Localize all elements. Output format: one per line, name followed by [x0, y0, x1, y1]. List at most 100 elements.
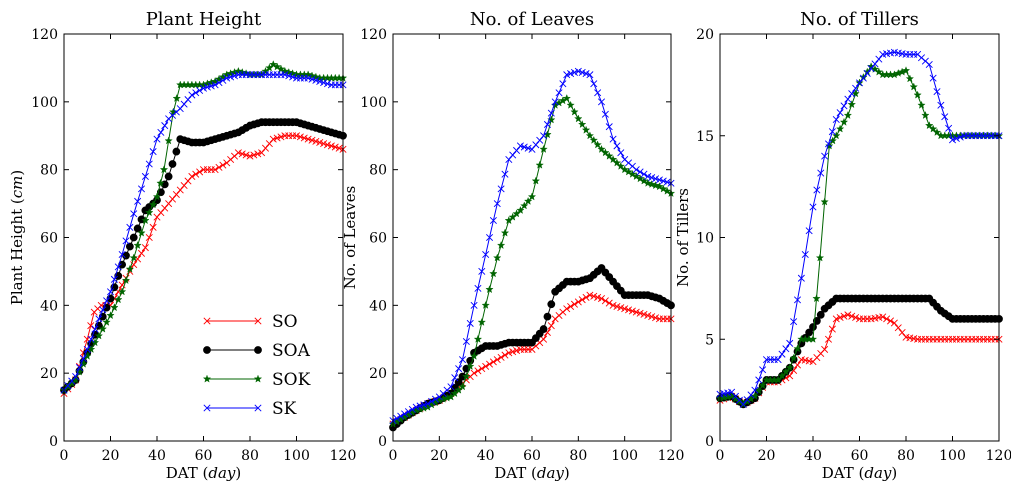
- data-point: [601, 148, 610, 157]
- data-point: [758, 381, 767, 389]
- data-point: [261, 144, 270, 152]
- data-point: [219, 76, 227, 84]
- data-point: [793, 296, 802, 304]
- x-tick-label: 40: [477, 448, 495, 464]
- data-point: [145, 233, 153, 242]
- data-point: [843, 111, 853, 119]
- data-point: [141, 216, 150, 225]
- data-point: [509, 151, 517, 159]
- y-tick-label: 20: [40, 366, 58, 382]
- data-point: [809, 203, 817, 211]
- data-point: [640, 310, 648, 318]
- y-tick-label: 0: [705, 434, 714, 450]
- data-point: [597, 295, 606, 303]
- data-point: [821, 345, 829, 353]
- data-point: [311, 72, 321, 81]
- data-point: [852, 84, 860, 92]
- data-point: [543, 120, 551, 128]
- data-point: [485, 285, 494, 294]
- data-point: [832, 131, 841, 140]
- data-point: [531, 176, 541, 185]
- data-point: [98, 324, 107, 333]
- data-point: [95, 315, 103, 323]
- data-point: [659, 184, 668, 193]
- legend-marker: [254, 317, 262, 325]
- y-tick-label: 80: [40, 163, 58, 179]
- data-point: [312, 137, 320, 145]
- x-axis-unit: day: [537, 464, 565, 482]
- data-point: [482, 362, 490, 370]
- data-point: [478, 365, 486, 373]
- data-point: [149, 223, 157, 231]
- data-point: [269, 135, 277, 143]
- x-tick-label: 60: [195, 448, 213, 464]
- data-point: [632, 172, 641, 180]
- data-point: [590, 80, 598, 88]
- data-point: [578, 296, 586, 304]
- data-point: [516, 206, 525, 214]
- data-point: [134, 197, 142, 205]
- data-point: [735, 397, 744, 406]
- data-point: [562, 94, 571, 102]
- data-point: [820, 197, 829, 206]
- data-point: [871, 60, 879, 68]
- data-point: [859, 74, 867, 82]
- series-line: [392, 97, 672, 425]
- data-point: [547, 322, 555, 330]
- data-point: [651, 181, 660, 190]
- data-point: [636, 168, 644, 176]
- data-point: [513, 146, 521, 154]
- data-point: [184, 96, 192, 104]
- data-point: [652, 175, 660, 183]
- data-point: [327, 142, 335, 150]
- data-point: [824, 335, 833, 343]
- data-point: [594, 293, 602, 301]
- data-point: [648, 313, 656, 321]
- data-point: [808, 334, 818, 343]
- data-point: [110, 303, 119, 312]
- x-tick-label: 120: [658, 448, 685, 464]
- data-point: [137, 228, 146, 237]
- data-point: [250, 151, 258, 159]
- y-axis-label: No. of Leaves: [341, 186, 359, 290]
- data-point: [215, 79, 223, 87]
- data-point: [890, 319, 898, 327]
- data-point: [613, 142, 621, 150]
- plot-frame: [719, 33, 1000, 442]
- data-point: [420, 401, 428, 409]
- data-point: [148, 200, 158, 209]
- legend-marker: [253, 374, 263, 383]
- data-point: [164, 136, 173, 145]
- data-point: [921, 111, 930, 119]
- y-tick-label: 10: [696, 231, 714, 247]
- data-point: [836, 109, 844, 117]
- data-point: [782, 345, 790, 353]
- data-point: [937, 101, 945, 109]
- data-point: [593, 140, 602, 149]
- data-point: [102, 317, 111, 326]
- data-point: [303, 70, 313, 79]
- data-point: [848, 312, 856, 320]
- data-point: [659, 177, 667, 185]
- data-point: [844, 311, 852, 319]
- data-point: [886, 317, 895, 325]
- data-point: [172, 191, 180, 199]
- data-point: [773, 375, 783, 384]
- data-point: [238, 150, 246, 158]
- data-point: [335, 144, 343, 152]
- data-point: [478, 267, 486, 275]
- data-point: [933, 88, 941, 96]
- data-point: [609, 301, 617, 309]
- data-point: [879, 313, 887, 321]
- data-point: [605, 151, 614, 160]
- data-point: [547, 115, 556, 124]
- data-point: [87, 335, 95, 343]
- data-point: [176, 186, 184, 194]
- data-point: [883, 315, 891, 323]
- data-point: [153, 213, 161, 221]
- data-point: [505, 155, 513, 164]
- data-point: [543, 312, 552, 321]
- y-tick-label: 40: [40, 298, 58, 314]
- data-point: [855, 79, 864, 87]
- data-point: [805, 227, 813, 235]
